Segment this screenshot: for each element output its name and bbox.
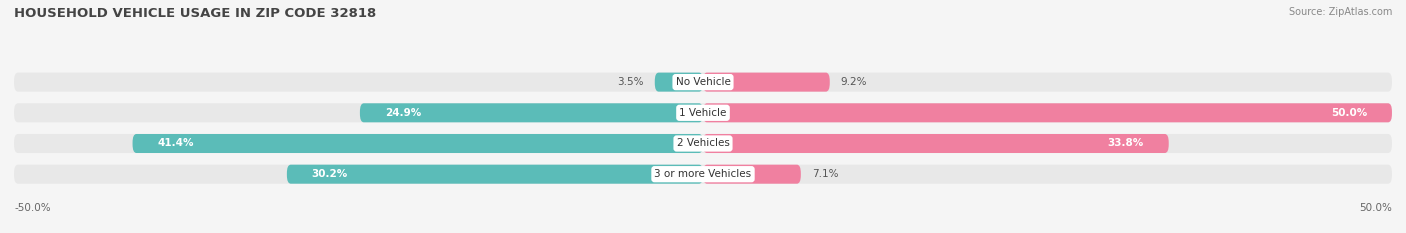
Text: 3 or more Vehicles: 3 or more Vehicles <box>654 169 752 179</box>
FancyBboxPatch shape <box>287 165 703 184</box>
Text: 9.2%: 9.2% <box>841 77 868 87</box>
Text: HOUSEHOLD VEHICLE USAGE IN ZIP CODE 32818: HOUSEHOLD VEHICLE USAGE IN ZIP CODE 3281… <box>14 7 377 20</box>
FancyBboxPatch shape <box>14 165 1392 184</box>
Text: 24.9%: 24.9% <box>385 108 420 118</box>
Text: 30.2%: 30.2% <box>312 169 347 179</box>
Text: 50.0%: 50.0% <box>1331 108 1367 118</box>
Text: 3.5%: 3.5% <box>617 77 644 87</box>
FancyBboxPatch shape <box>14 134 1392 153</box>
Text: 1 Vehicle: 1 Vehicle <box>679 108 727 118</box>
Text: 41.4%: 41.4% <box>157 138 194 148</box>
FancyBboxPatch shape <box>360 103 703 122</box>
Text: 7.1%: 7.1% <box>811 169 838 179</box>
FancyBboxPatch shape <box>703 73 830 92</box>
FancyBboxPatch shape <box>14 73 1392 92</box>
FancyBboxPatch shape <box>703 103 1392 122</box>
Text: -50.0%: -50.0% <box>14 203 51 213</box>
FancyBboxPatch shape <box>14 103 1392 122</box>
Text: 50.0%: 50.0% <box>1360 203 1392 213</box>
Text: Source: ZipAtlas.com: Source: ZipAtlas.com <box>1288 7 1392 17</box>
FancyBboxPatch shape <box>655 73 703 92</box>
Text: 2 Vehicles: 2 Vehicles <box>676 138 730 148</box>
FancyBboxPatch shape <box>703 165 801 184</box>
Text: No Vehicle: No Vehicle <box>675 77 731 87</box>
FancyBboxPatch shape <box>703 134 1168 153</box>
FancyBboxPatch shape <box>132 134 703 153</box>
Text: 33.8%: 33.8% <box>1108 138 1144 148</box>
